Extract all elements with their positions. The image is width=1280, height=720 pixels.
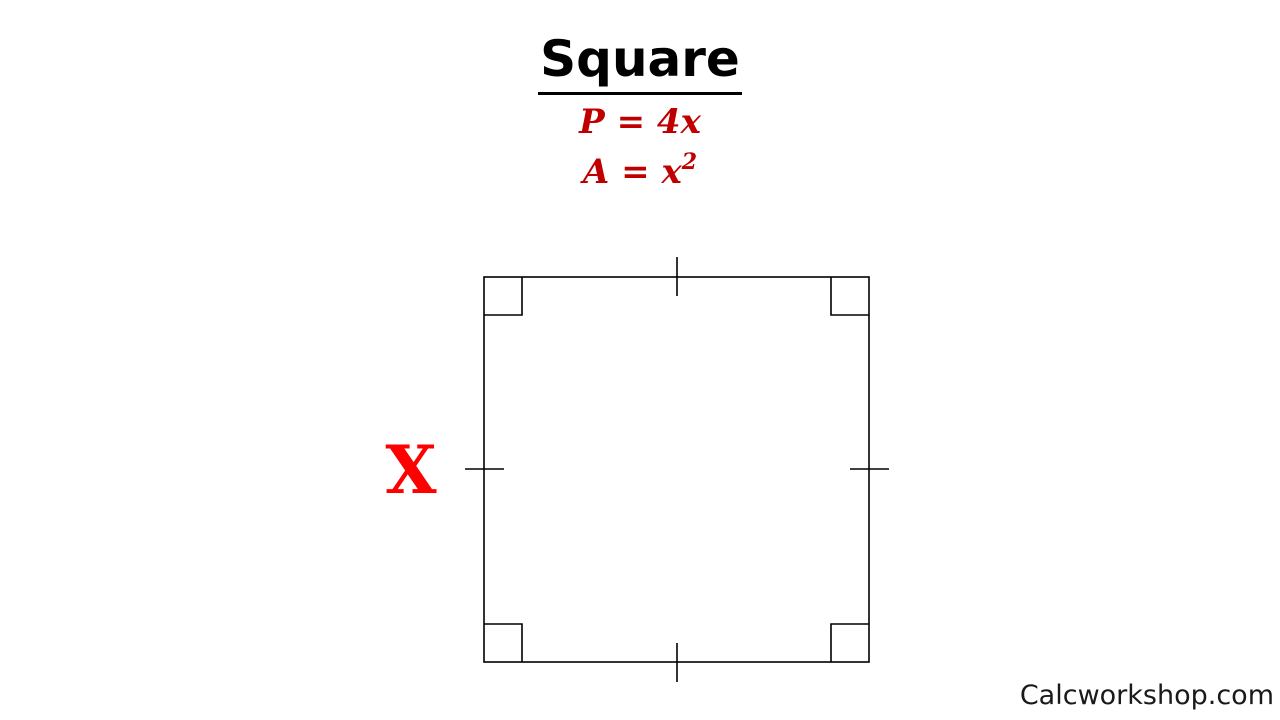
right-angle-marker-bottom-right xyxy=(830,623,869,662)
perimeter-lhs: P xyxy=(579,102,605,142)
area-base: x xyxy=(661,152,682,192)
area-formula: A = x2 xyxy=(0,149,1280,192)
watermark: Calcworkshop.com xyxy=(1019,680,1274,711)
title-text: Square xyxy=(538,28,742,95)
side-length-label: X xyxy=(385,431,437,509)
square-outline xyxy=(483,276,870,663)
perimeter-equals: = xyxy=(616,102,646,142)
right-angle-marker-bottom-left xyxy=(484,623,523,662)
perimeter-rhs: 4x xyxy=(656,102,701,142)
right-angle-marker-top-right xyxy=(830,277,869,316)
area-lhs: A xyxy=(582,152,610,192)
right-angle-marker-top-left xyxy=(484,277,523,316)
area-equals: = xyxy=(621,152,650,192)
diagram-title: Square xyxy=(0,28,1280,95)
area-exponent: 2 xyxy=(681,149,698,175)
perimeter-formula: P = 4x xyxy=(0,102,1280,142)
